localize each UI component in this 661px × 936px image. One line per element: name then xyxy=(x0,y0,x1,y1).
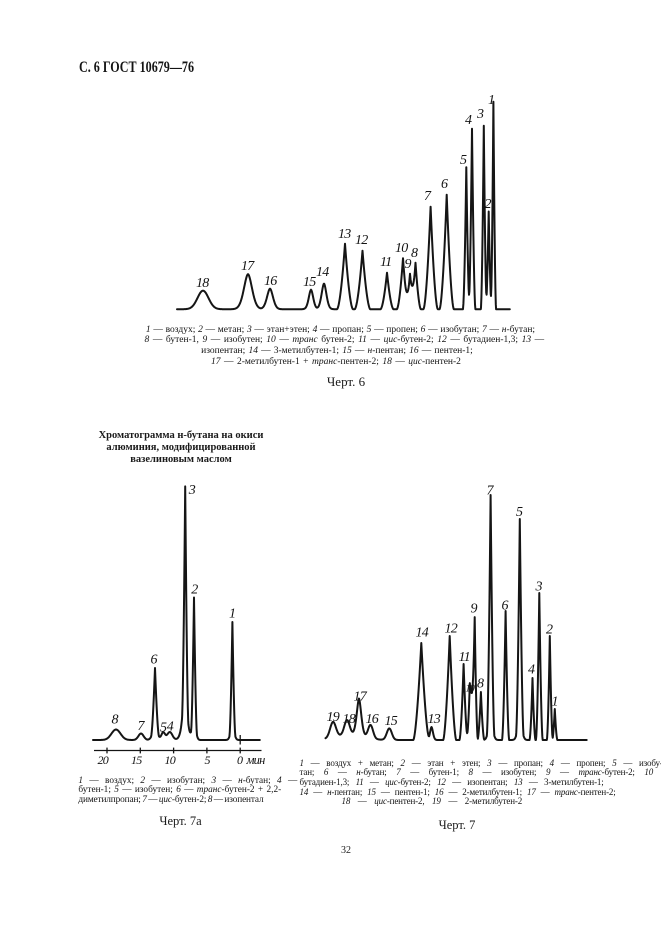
svg-text:11: 11 xyxy=(380,255,391,270)
svg-text:12: 12 xyxy=(355,233,368,248)
svg-text:11: 11 xyxy=(459,650,470,665)
svg-text:6: 6 xyxy=(441,177,448,192)
svg-text:20: 20 xyxy=(98,753,109,767)
svg-text:10: 10 xyxy=(466,684,475,695)
svg-text:4: 4 xyxy=(528,663,535,678)
svg-text:18: 18 xyxy=(343,712,356,727)
svg-text:7: 7 xyxy=(138,719,146,734)
svg-text:5: 5 xyxy=(205,753,211,767)
svg-text:14: 14 xyxy=(416,626,429,641)
svg-text:5: 5 xyxy=(460,153,467,168)
svg-text:7: 7 xyxy=(424,189,432,204)
svg-text:18: 18 xyxy=(196,276,209,291)
svg-text:16: 16 xyxy=(264,274,277,289)
svg-text:6: 6 xyxy=(151,653,158,668)
svg-text:13: 13 xyxy=(338,227,351,242)
svg-text:5: 5 xyxy=(516,505,523,520)
svg-text:2: 2 xyxy=(191,583,198,598)
svg-text:14: 14 xyxy=(316,265,329,280)
svg-text:3: 3 xyxy=(476,107,484,122)
svg-text:7: 7 xyxy=(487,484,495,499)
svg-text:9: 9 xyxy=(471,602,478,617)
svg-text:8: 8 xyxy=(112,713,119,728)
svg-text:10: 10 xyxy=(395,241,408,256)
svg-text:1: 1 xyxy=(229,607,235,622)
svg-text:8: 8 xyxy=(411,246,418,261)
svg-text:12: 12 xyxy=(445,622,458,637)
svg-text:8: 8 xyxy=(477,677,484,692)
svg-text:1: 1 xyxy=(552,695,558,710)
svg-text:6: 6 xyxy=(502,599,509,614)
svg-text:16: 16 xyxy=(366,712,379,727)
svg-text:4: 4 xyxy=(167,720,174,735)
svg-text:5: 5 xyxy=(160,721,167,736)
svg-text:9: 9 xyxy=(405,257,412,272)
svg-text:1: 1 xyxy=(488,93,494,108)
svg-text:мин: мин xyxy=(246,753,266,767)
svg-text:3: 3 xyxy=(535,580,543,595)
svg-text:0: 0 xyxy=(237,753,243,767)
svg-text:19: 19 xyxy=(327,710,340,725)
svg-text:4: 4 xyxy=(465,113,472,128)
svg-text:10: 10 xyxy=(165,753,176,767)
svg-text:3: 3 xyxy=(188,483,196,498)
svg-text:17: 17 xyxy=(241,259,255,274)
svg-text:15: 15 xyxy=(303,275,316,290)
svg-text:13: 13 xyxy=(428,712,441,727)
svg-text:15: 15 xyxy=(131,753,142,767)
svg-text:2: 2 xyxy=(485,197,492,212)
svg-text:17: 17 xyxy=(354,690,368,705)
svg-text:15: 15 xyxy=(385,714,398,729)
svg-text:2: 2 xyxy=(546,623,553,638)
